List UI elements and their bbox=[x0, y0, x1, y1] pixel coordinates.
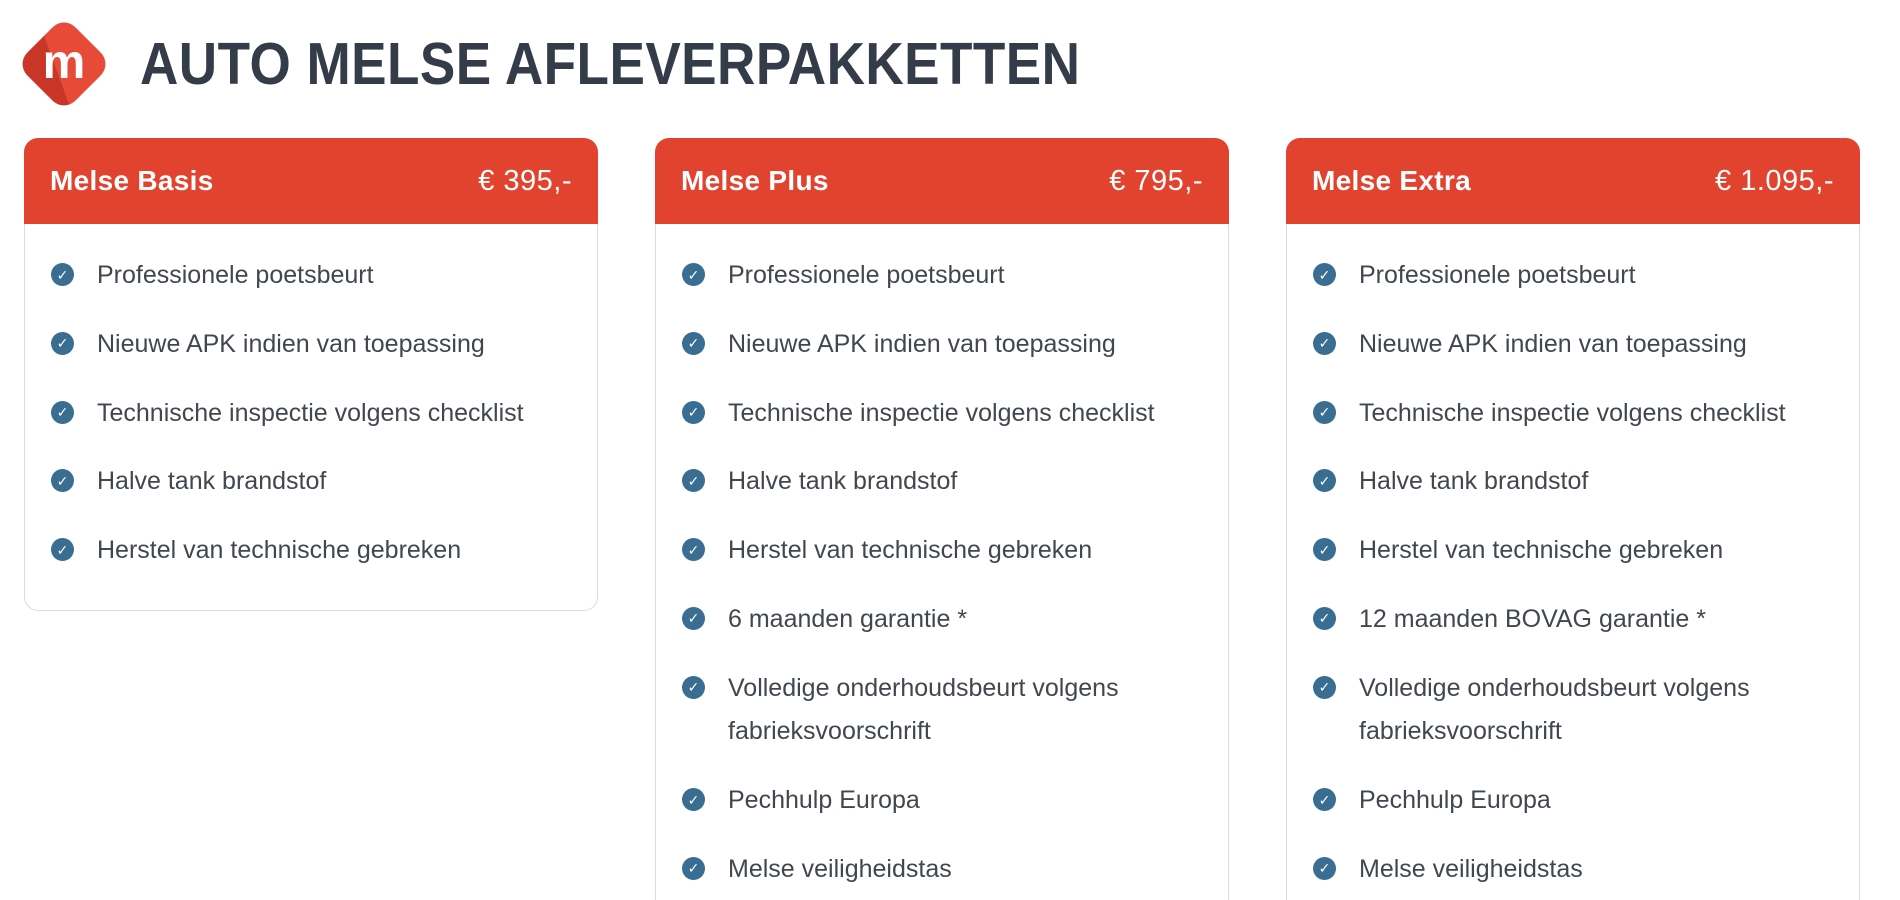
package-card-basis: Melse Basis € 395,- ✓ Professionele poet… bbox=[24, 138, 598, 611]
feature-item: ✓ Herstel van technische gebreken bbox=[682, 529, 1208, 573]
package-cards-row: Melse Basis € 395,- ✓ Professionele poet… bbox=[0, 118, 1900, 900]
feature-label: Technische inspectie volgens checklist bbox=[97, 398, 524, 427]
feature-label: Nieuwe APK indien van toepassing bbox=[97, 329, 485, 358]
page-title: AUTO MELSE AFLEVERPAKKETTEN bbox=[140, 31, 1081, 97]
feature-label: Pechhulp Europa bbox=[728, 786, 920, 814]
logo-letter: m bbox=[42, 35, 86, 89]
feature-item: ✓ Nieuwe APK indien van toepassing bbox=[51, 323, 577, 367]
check-circle-icon: ✓ bbox=[682, 675, 705, 699]
check-circle-icon: ✓ bbox=[1313, 675, 1336, 699]
check-circle-icon: ✓ bbox=[682, 856, 705, 880]
package-name: Melse Basis bbox=[50, 165, 214, 196]
check-circle-icon: ✓ bbox=[1313, 400, 1336, 424]
feature-item: ✓ 6 maanden garantie * bbox=[682, 598, 1208, 642]
feature-item: ✓ Pechhulp Europa bbox=[1313, 779, 1839, 823]
feature-item: ✓ 12 maanden BOVAG garantie * bbox=[1313, 598, 1839, 642]
feature-label: Nieuwe APK indien van toepassing bbox=[728, 329, 1116, 358]
check-circle-icon: ✓ bbox=[1313, 788, 1336, 811]
check-circle-icon: ✓ bbox=[1313, 469, 1336, 493]
feature-item: ✓ Professionele poetsbeurt bbox=[51, 254, 577, 298]
feature-item: ✓ Pechhulp Europa bbox=[682, 779, 1208, 823]
feature-label: Volledige onderhoudsbeurt volgens fabrie… bbox=[1359, 673, 1750, 746]
card-header-plus: Melse Plus € 795,- bbox=[655, 138, 1229, 224]
card-body-extra: ✓ Professionele poetsbeurt ✓ Nieuwe APK … bbox=[1286, 224, 1860, 900]
feature-label: 12 maanden BOVAG garantie * bbox=[1359, 604, 1706, 633]
feature-item: ✓ Nieuwe APK indien van toepassing bbox=[682, 323, 1208, 367]
auto-melse-logo: m bbox=[14, 14, 114, 114]
package-name: Melse Plus bbox=[681, 165, 829, 196]
check-circle-icon: ✓ bbox=[682, 331, 705, 355]
feature-label: Herstel van technische gebreken bbox=[97, 536, 462, 564]
feature-label: Volledige onderhoudsbeurt volgens fabrie… bbox=[728, 673, 1119, 746]
feature-list: ✓ Professionele poetsbeurt ✓ Nieuwe APK … bbox=[51, 254, 577, 573]
feature-label: Nieuwe APK indien van toepassing bbox=[1359, 329, 1747, 358]
package-card-plus: Melse Plus € 795,- ✓ Professionele poets… bbox=[655, 138, 1229, 900]
feature-item: ✓ Professionele poetsbeurt bbox=[682, 254, 1208, 298]
feature-item: ✓ Halve tank brandstof bbox=[1313, 460, 1839, 504]
feature-label: Melse veiligheidstas bbox=[1359, 854, 1583, 883]
feature-item: ✓ Herstel van technische gebreken bbox=[1313, 529, 1839, 573]
check-circle-icon: ✓ bbox=[51, 469, 74, 493]
check-circle-icon: ✓ bbox=[51, 331, 74, 355]
check-circle-icon: ✓ bbox=[682, 400, 705, 424]
package-price: € 1.095,- bbox=[1715, 164, 1834, 197]
feature-label: Technische inspectie volgens checklist bbox=[1359, 398, 1786, 427]
feature-list: ✓ Professionele poetsbeurt ✓ Nieuwe APK … bbox=[1313, 254, 1839, 892]
check-circle-icon: ✓ bbox=[1313, 331, 1336, 355]
check-circle-icon: ✓ bbox=[682, 606, 705, 630]
check-circle-icon: ✓ bbox=[51, 400, 74, 424]
card-body-plus: ✓ Professionele poetsbeurt ✓ Nieuwe APK … bbox=[655, 224, 1229, 900]
check-circle-icon: ✓ bbox=[682, 538, 705, 561]
check-circle-icon: ✓ bbox=[51, 538, 74, 561]
card-body-basis: ✓ Professionele poetsbeurt ✓ Nieuwe APK … bbox=[24, 224, 598, 611]
package-name: Melse Extra bbox=[1312, 165, 1471, 196]
feature-label: Melse veiligheidstas bbox=[728, 854, 952, 883]
package-price: € 795,- bbox=[1109, 164, 1203, 197]
check-circle-icon: ✓ bbox=[51, 263, 74, 286]
feature-label: Halve tank brandstof bbox=[728, 467, 958, 496]
feature-item: ✓ Halve tank brandstof bbox=[682, 460, 1208, 504]
package-card-extra: Melse Extra € 1.095,- ✓ Professionele po… bbox=[1286, 138, 1860, 900]
feature-label: Professionele poetsbeurt bbox=[1359, 261, 1636, 289]
feature-label: Professionele poetsbeurt bbox=[728, 261, 1005, 289]
check-circle-icon: ✓ bbox=[1313, 263, 1336, 286]
card-header-extra: Melse Extra € 1.095,- bbox=[1286, 138, 1860, 224]
feature-list: ✓ Professionele poetsbeurt ✓ Nieuwe APK … bbox=[682, 254, 1208, 892]
feature-item: ✓ Herstel van technische gebreken bbox=[51, 529, 577, 573]
check-circle-icon: ✓ bbox=[1313, 538, 1336, 561]
check-circle-icon: ✓ bbox=[1313, 606, 1336, 630]
feature-label: Technische inspectie volgens checklist bbox=[728, 398, 1155, 427]
feature-label: Pechhulp Europa bbox=[1359, 786, 1551, 814]
feature-item: ✓ Nieuwe APK indien van toepassing bbox=[1313, 323, 1839, 367]
feature-item: ✓ Technische inspectie volgens checklist bbox=[1313, 392, 1839, 436]
check-circle-icon: ✓ bbox=[682, 469, 705, 493]
check-circle-icon: ✓ bbox=[1313, 856, 1336, 880]
package-price: € 395,- bbox=[478, 164, 572, 197]
check-circle-icon: ✓ bbox=[682, 263, 705, 286]
feature-label: Professionele poetsbeurt bbox=[97, 261, 374, 289]
feature-item: ✓ Melse veiligheidstas bbox=[682, 848, 1208, 892]
feature-item: ✓ Technische inspectie volgens checklist bbox=[51, 392, 577, 436]
feature-item: ✓ Halve tank brandstof bbox=[51, 460, 577, 504]
feature-item: ✓ Volledige onderhoudsbeurt volgens fabr… bbox=[682, 667, 1208, 755]
card-header-basis: Melse Basis € 395,- bbox=[24, 138, 598, 224]
feature-label: Herstel van technische gebreken bbox=[1359, 536, 1724, 564]
page-header: m AUTO MELSE AFLEVERPAKKETTEN bbox=[0, 0, 1900, 118]
feature-label: Halve tank brandstof bbox=[1359, 467, 1589, 496]
feature-label: Herstel van technische gebreken bbox=[728, 536, 1093, 564]
feature-label: 6 maanden garantie * bbox=[728, 604, 968, 633]
feature-item: ✓ Technische inspectie volgens checklist bbox=[682, 392, 1208, 436]
feature-item: ✓ Melse veiligheidstas bbox=[1313, 848, 1839, 892]
feature-item: ✓ Professionele poetsbeurt bbox=[1313, 254, 1839, 298]
check-circle-icon: ✓ bbox=[682, 788, 705, 811]
feature-item: ✓ Volledige onderhoudsbeurt volgens fabr… bbox=[1313, 667, 1839, 755]
feature-label: Halve tank brandstof bbox=[97, 467, 327, 496]
